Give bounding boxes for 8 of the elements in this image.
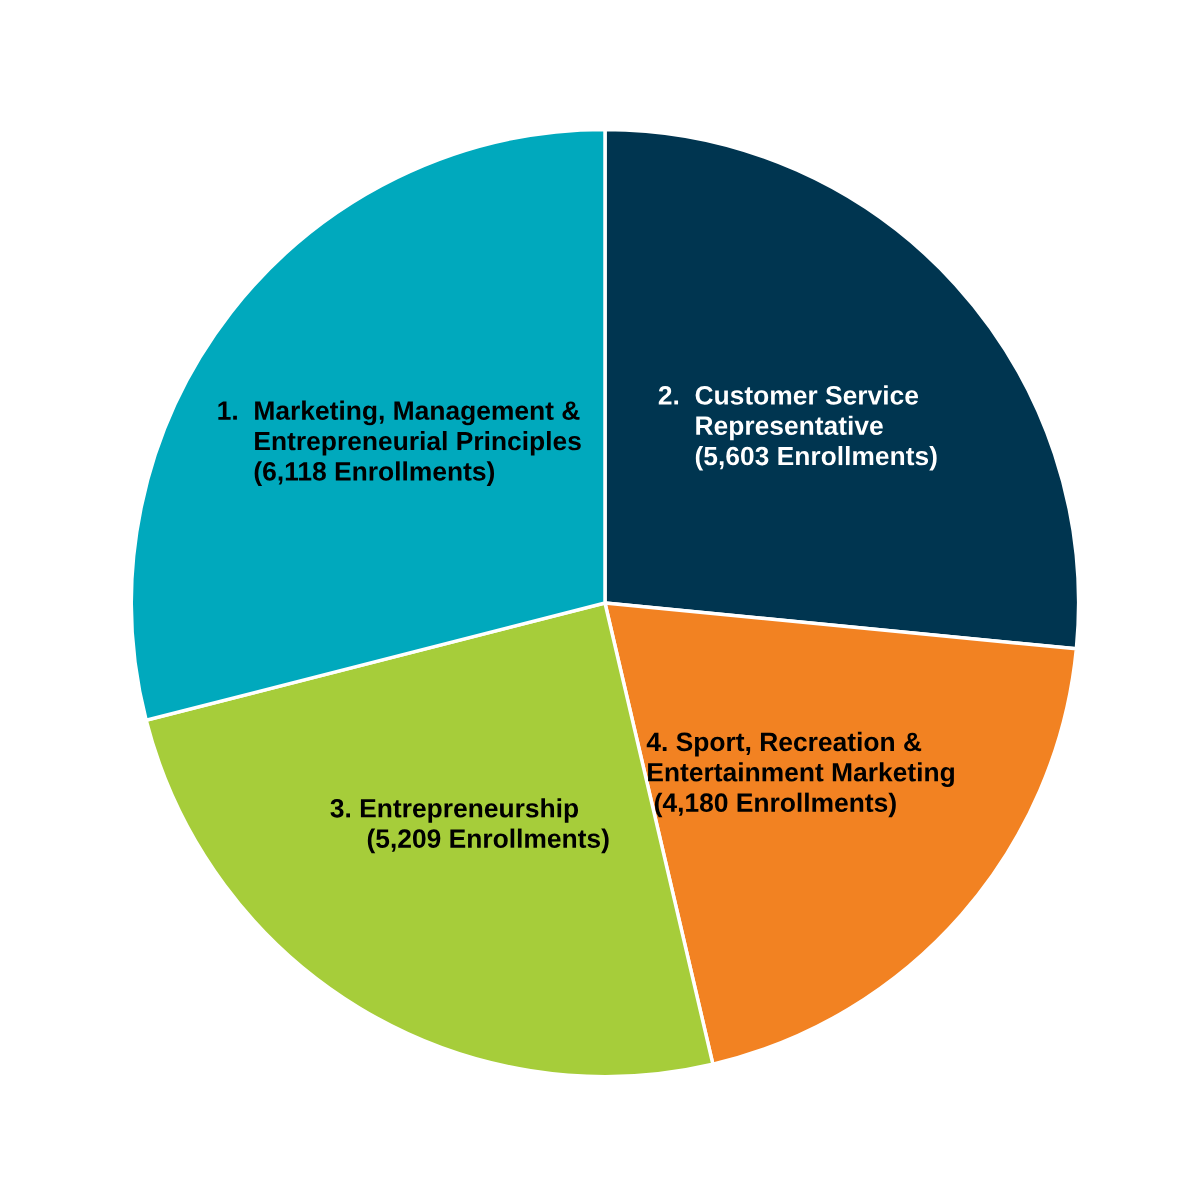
slice-label: 1. Marketing, Management & Entrepreneurial Principles <box>218 400 581 456</box>
slice-label: 3. Entrepreneurship <box>330 798 579 823</box>
slice-label: 4. Sport, Recreation & Entertainment Marketing <box>646 731 954 787</box>
data-label: (6,118 Enrollments) <box>254 461 495 486</box>
data-label: (5,603 Enrollments) <box>695 445 937 471</box>
slice-label: 2. Customer Service Representative <box>658 385 919 441</box>
data-label: (4,180 Enrollments) <box>654 792 896 818</box>
data-label: (5,209 Enrollments) <box>367 828 609 854</box>
